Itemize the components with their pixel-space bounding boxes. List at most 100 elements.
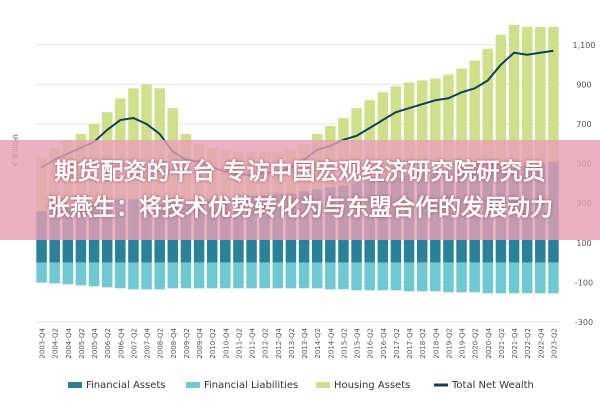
bar (416, 80, 428, 174)
x-tick-label: 2020-Q4 (485, 327, 493, 358)
x-tick-label: 2023-Q2 (550, 328, 558, 359)
x-tick-label: 2006-Q2 (104, 328, 112, 359)
bar (390, 262, 402, 291)
bar (456, 68, 467, 168)
bar (141, 262, 152, 290)
bar (443, 74, 454, 170)
banner-line: 期货配资的平台 专访中国宏观经济研究院研究员 (54, 159, 546, 185)
x-tick-label: 2004-Q4 (65, 327, 73, 358)
bar (311, 262, 323, 289)
x-tick-label: 2003-Q4 (39, 327, 47, 358)
x-tick-label: 2012-Q4 (275, 327, 283, 358)
bar (548, 26, 559, 162)
bar (482, 48, 494, 162)
bar (101, 262, 113, 288)
y-tick-label: 700 (576, 120, 591, 129)
legend-label: Financial Liabilities (204, 380, 298, 391)
bar (535, 262, 546, 294)
x-tick-label: 2021-Q2 (498, 328, 506, 359)
x-tick-label: 2014-Q2 (314, 328, 322, 359)
bar (180, 262, 192, 289)
x-tick-label: 2016-Q2 (367, 328, 375, 359)
x-tick-label: 2005-Q4 (91, 327, 99, 358)
bar (403, 262, 415, 292)
x-tick-label: 2011-Q4 (249, 327, 257, 358)
x-tick-label: 2012-Q2 (262, 328, 270, 359)
bar (403, 82, 415, 176)
x-tick-label: 2009-Q4 (196, 327, 204, 358)
bar (338, 262, 349, 290)
y-tick-label: 1,100 (573, 41, 596, 50)
y-tick-label: 100 (576, 239, 591, 248)
x-tick-label: 2006-Q4 (117, 327, 125, 358)
legend-swatch (186, 382, 200, 388)
x-tick-label: 2013-Q4 (301, 327, 309, 358)
x-tick-label: 2019-Q2 (445, 328, 453, 359)
x-tick-label: 2022-Q2 (524, 328, 532, 359)
x-tick-label: 2018-Q4 (432, 327, 440, 358)
x-tick-label: 2009-Q2 (183, 328, 191, 359)
x-tick-label: 2015-Q2 (340, 328, 348, 359)
x-tick-label: 2022-Q4 (537, 327, 545, 358)
bar (193, 262, 205, 289)
x-tick-label: 2016-Q4 (380, 327, 388, 358)
x-tick-label: 2014-Q4 (327, 327, 335, 358)
bar (272, 262, 284, 289)
bar (220, 262, 231, 289)
bar (390, 86, 402, 178)
bar (469, 262, 480, 293)
x-tick-label: 2008-Q4 (170, 327, 178, 358)
legend-swatch (316, 382, 330, 388)
x-tick-label: 2015-Q4 (354, 327, 362, 358)
x-tick-label: 2021-Q4 (511, 327, 519, 358)
bar (495, 34, 507, 164)
bar (416, 262, 428, 292)
bar (62, 262, 74, 285)
y-tick-label: -100 (575, 278, 593, 287)
x-tick-label: 2019-Q4 (459, 327, 467, 358)
x-tick-label: 2017-Q4 (406, 327, 414, 358)
bar (430, 78, 441, 172)
legend-swatch (68, 382, 82, 388)
x-tick-label: 2017-Q2 (393, 328, 401, 359)
bar (154, 262, 165, 290)
bar (167, 262, 179, 289)
bar (285, 262, 297, 289)
banner: 期货配资的平台 专访中国宏观经济研究院研究员 张燕生：将技术优势转化为与东盟合作… (0, 140, 600, 240)
bar (128, 262, 139, 290)
legend-label: Financial Assets (86, 380, 166, 391)
banner-line: 张燕生：将技术优势转化为与东盟合作的发展动力 (47, 195, 553, 221)
bar (298, 262, 310, 289)
bar (508, 262, 520, 294)
bar (521, 26, 533, 166)
bar (535, 26, 546, 164)
bar (377, 92, 389, 180)
bar (115, 262, 126, 289)
bar (75, 262, 87, 286)
bar (325, 262, 336, 290)
bar (521, 262, 533, 294)
bar (456, 262, 467, 293)
bar (482, 262, 494, 294)
bar (351, 262, 362, 291)
x-tick-label: 2010-Q2 (209, 328, 217, 359)
bar (49, 262, 60, 284)
x-tick-label: 2020-Q2 (472, 328, 480, 359)
bar (430, 262, 441, 292)
bar (377, 262, 389, 291)
x-tick-label: 2005-Q2 (78, 328, 86, 359)
bar (259, 262, 270, 289)
x-tick-label: 2018-Q2 (419, 328, 427, 359)
x-tick-label: 2010-Q4 (222, 327, 230, 358)
bar (36, 262, 47, 283)
x-tick-label: 2008-Q2 (157, 328, 165, 359)
x-tick-label: 2011-Q2 (235, 328, 243, 359)
x-tick-label: 2007-Q2 (130, 328, 138, 359)
bar (443, 262, 454, 293)
bar (364, 262, 375, 291)
bar (88, 262, 100, 287)
y-tick-label: -300 (575, 318, 593, 327)
bar (508, 25, 520, 168)
bar (206, 262, 218, 289)
